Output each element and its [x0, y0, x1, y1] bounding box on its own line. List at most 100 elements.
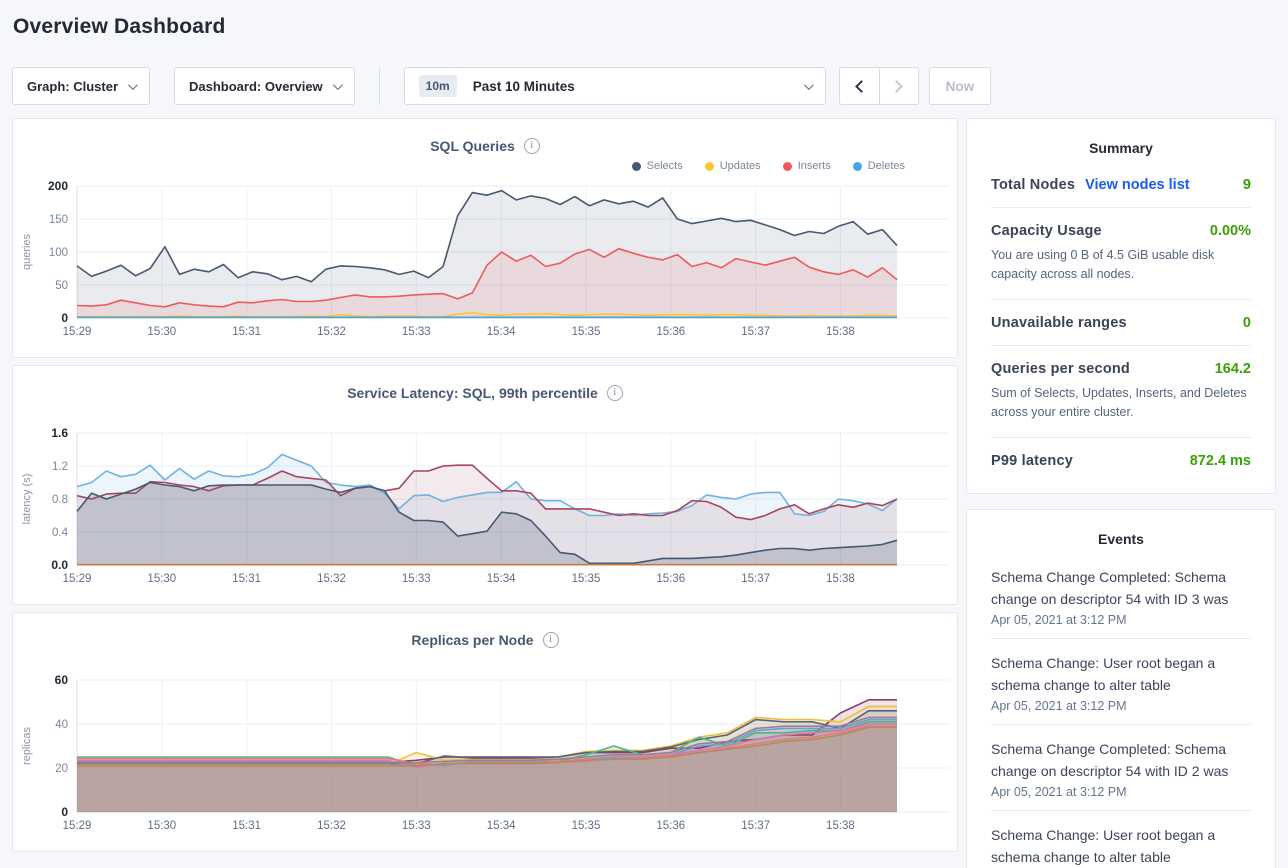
chevron-down-icon [332, 79, 343, 90]
chevron-down-icon [127, 79, 138, 90]
graph-scope-dropdown[interactable]: Graph: Cluster [12, 67, 151, 105]
chart-panel-service-latency: Service Latency: SQL, 99th percentile i … [12, 365, 958, 605]
summary-card: Summary Total Nodes View nodes list 9 Capac… [966, 118, 1276, 494]
legend-dot-icon [852, 161, 862, 171]
chevron-left-icon [854, 79, 868, 93]
event-text: Schema Change Completed: Schema change o… [991, 568, 1229, 607]
charts-column: SQL Queries i Selects Updates Inserts Delet… [12, 118, 958, 859]
view-nodes-link[interactable]: View nodes list [1085, 177, 1190, 193]
svg-text:15:35: 15:35 [572, 326, 601, 338]
summary-row: Unavailable ranges 0 [991, 298, 1251, 345]
time-range-picker[interactable]: 10m Past 10 Minutes [403, 67, 826, 105]
event-text: Schema Change Completed: Schema change o… [991, 740, 1229, 779]
time-prev-button[interactable] [840, 68, 879, 104]
chart-title: Replicas per Node [411, 632, 534, 648]
svg-text:15:31: 15:31 [232, 573, 261, 585]
summary-metric-value: 872.4 ms [1189, 452, 1251, 469]
svg-text:0.0: 0.0 [51, 558, 68, 572]
svg-text:15:35: 15:35 [572, 820, 601, 832]
summary-metric-label: Queries per second [991, 360, 1130, 377]
svg-text:queries: queries [21, 233, 33, 270]
legend-item-deletes: Deletes [852, 160, 905, 172]
chart-panel-sql-queries: SQL Queries i Selects Updates Inserts Delet… [12, 118, 958, 358]
svg-text:0.4: 0.4 [52, 527, 69, 539]
event-item[interactable]: Schema Change Completed: Schema change o… [991, 725, 1251, 811]
svg-text:15:37: 15:37 [741, 820, 770, 832]
toolbar: Graph: Cluster Dashboard: Overview 10m P… [12, 67, 1276, 105]
svg-text:20: 20 [55, 763, 68, 775]
svg-text:15:34: 15:34 [487, 573, 516, 585]
svg-text:replicas: replicas [21, 727, 33, 765]
svg-text:latency (s): latency (s) [21, 474, 33, 525]
svg-text:15:38: 15:38 [826, 326, 855, 338]
graph-scope-label: Graph: Cluster [27, 78, 119, 94]
svg-text:15:38: 15:38 [826, 573, 855, 585]
svg-text:40: 40 [55, 719, 68, 731]
summary-metric-value: 0.00% [1209, 223, 1251, 239]
legend-dot-icon [631, 161, 641, 171]
time-nav-group [838, 67, 919, 105]
info-icon[interactable]: i [606, 385, 623, 401]
svg-text:15:30: 15:30 [147, 573, 176, 585]
svg-text:150: 150 [49, 214, 68, 226]
dashboard-label: Dashboard: Overview [189, 78, 323, 94]
svg-text:15:31: 15:31 [232, 326, 261, 338]
svg-text:15:31: 15:31 [232, 820, 261, 832]
svg-text:60: 60 [55, 673, 69, 687]
svg-text:15:32: 15:32 [317, 573, 346, 585]
summary-metric-label: Total Nodes [991, 177, 1076, 193]
summary-metric-value: 0 [1242, 314, 1251, 331]
svg-text:15:32: 15:32 [317, 820, 346, 832]
time-next-button[interactable] [878, 68, 918, 104]
event-item[interactable]: Schema Change: User root began a schema … [991, 811, 1251, 868]
svg-text:15:37: 15:37 [741, 573, 770, 585]
summary-metric-label: Unavailable ranges [991, 314, 1127, 331]
svg-text:15:30: 15:30 [147, 820, 176, 832]
svg-text:15:32: 15:32 [317, 326, 346, 338]
svg-text:15:33: 15:33 [402, 326, 431, 338]
summary-row: Capacity Usage 0.00% You are using 0 B of … [991, 207, 1251, 299]
side-column: Summary Total Nodes View nodes list 9 Capac… [966, 118, 1276, 868]
svg-text:15:36: 15:36 [656, 573, 685, 585]
event-item[interactable]: Schema Change Completed: Schema change o… [991, 553, 1251, 639]
summary-metric-value: 9 [1242, 177, 1251, 193]
svg-text:15:33: 15:33 [402, 573, 431, 585]
info-icon[interactable]: i [523, 138, 540, 154]
summary-row: P99 latency 872.4 ms [991, 436, 1251, 483]
svg-text:1.2: 1.2 [52, 461, 68, 473]
event-timestamp: Apr 05, 2021 at 3:12 PM [991, 698, 1127, 713]
event-item[interactable]: Schema Change: User root began a schema … [991, 639, 1251, 725]
chart-legend [13, 650, 957, 670]
event-text: Schema Change: User root began a schema … [991, 654, 1216, 693]
events-title: Events [1098, 530, 1144, 547]
chart-legend: Selects Updates Inserts Deletes [13, 156, 957, 176]
now-button[interactable]: Now [928, 67, 992, 105]
events-card: Events Schema Change Completed: Schema c… [966, 508, 1276, 868]
event-timestamp: Apr 05, 2021 at 3:12 PM [991, 612, 1127, 627]
svg-text:15:38: 15:38 [826, 820, 855, 832]
svg-text:15:36: 15:36 [656, 820, 685, 832]
svg-text:100: 100 [49, 247, 68, 259]
summary-row: Total Nodes View nodes list 9 [991, 162, 1251, 207]
svg-text:15:35: 15:35 [572, 573, 601, 585]
summary-metric-value: 164.2 [1214, 360, 1251, 377]
svg-text:15:30: 15:30 [147, 326, 176, 338]
summary-row: Queries per second 164.2 Sum of Selects, U… [991, 344, 1251, 437]
svg-text:15:33: 15:33 [402, 820, 431, 832]
info-icon[interactable]: i [542, 632, 559, 648]
time-range-label: Past 10 Minutes [472, 78, 575, 94]
event-text: Schema Change: User root began a schema … [991, 826, 1216, 865]
replicas-per-node-chart: 0 20 40 60 15:29 15:30 15:31 15:32 15:33 15:34 15:… [21, 673, 949, 832]
chart-legend [13, 403, 957, 423]
chart-title: Service Latency: SQL, 99th percentile [347, 385, 598, 401]
summary-title: Summary [1089, 140, 1153, 156]
chevron-right-icon [890, 79, 904, 93]
svg-text:0: 0 [61, 311, 68, 325]
sql-queries-chart: 0 50 100 150 200 15:29 15:30 15:31 15:32 15:33 15:… [21, 179, 949, 338]
svg-text:0.8: 0.8 [52, 494, 68, 506]
svg-text:15:36: 15:36 [656, 326, 685, 338]
svg-text:50: 50 [55, 280, 68, 292]
summary-metric-label: P99 latency [991, 452, 1073, 469]
time-range-badge: 10m [418, 75, 457, 97]
dashboard-dropdown[interactable]: Dashboard: Overview [174, 67, 355, 105]
